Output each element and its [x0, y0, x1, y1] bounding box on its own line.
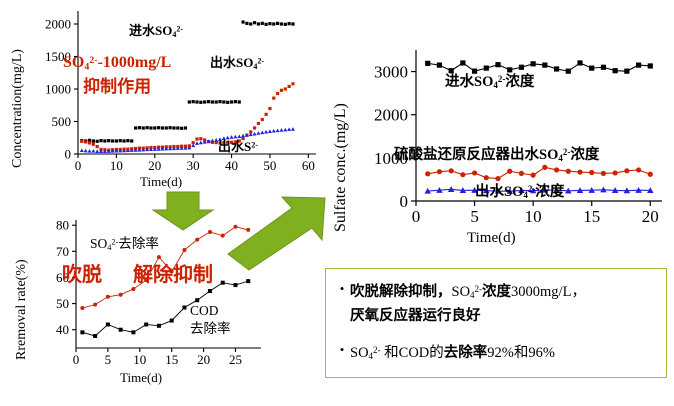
- bottom-left-annotation-blowoff: 吹脱: [62, 264, 102, 286]
- svg-text:20: 20: [197, 352, 210, 367]
- svg-text:15: 15: [583, 207, 600, 226]
- svg-text:10: 10: [110, 158, 123, 173]
- svg-text:5: 5: [105, 352, 112, 367]
- diagonal-up-right-arrow: [227, 196, 326, 271]
- svg-text:0: 0: [65, 147, 72, 162]
- bullet-glyph: •: [339, 281, 345, 296]
- top-left-annotation-effluent-s2: 出水S2-: [218, 139, 258, 154]
- bottom-left-chart-plot: 0 5 10 15 20 25 40 50 60 70 80: [56, 218, 261, 367]
- top-left-annotation-influent-so4: 进水SO42-: [129, 23, 184, 39]
- svg-text:2000: 2000: [45, 17, 71, 32]
- svg-text:30: 30: [187, 158, 200, 173]
- svg-text:1000: 1000: [374, 149, 408, 168]
- callout-bullet-1-text: 吹脱解除抑制，SO42-浓度3000mg/L， 厌氧反应器运行良好: [350, 283, 586, 324]
- callout-bullet-2-text: SO42- 和COD的去除率92%和96%: [350, 344, 555, 361]
- svg-text:0: 0: [75, 158, 82, 173]
- svg-text:80: 80: [56, 218, 69, 233]
- right-chart-annotation-effluent: 出水SO42-浓度: [475, 184, 565, 201]
- svg-text:50: 50: [56, 296, 69, 311]
- svg-text:0: 0: [73, 352, 80, 367]
- svg-text:40: 40: [225, 158, 238, 173]
- svg-text:20: 20: [148, 158, 161, 173]
- right-chart-annotation-influent: 进水SO42-浓度: [445, 74, 535, 91]
- svg-text:60: 60: [302, 158, 315, 173]
- top-left-annotation-inhibition: SO42--1000mg/L 抑制作用: [63, 54, 172, 96]
- bottom-left-annotation-release-inhibition: 解除抑制: [133, 264, 213, 286]
- right-chart-annotation-sulfate-reducer-effluent: 硫酸盐还原反应器出水SO42-浓度: [394, 147, 600, 164]
- right-chart-plot: 0 5 10 15 20 0 1000 2000 3000: [374, 50, 662, 226]
- callout-bullet-2: • SO42- 和COD的去除率92%和96%: [334, 340, 654, 367]
- bottom-left-annotation-so4-removal: SO42-去除率: [90, 236, 159, 253]
- down-arrow: [151, 191, 215, 231]
- top-left-chart-xlabel: Time(d): [140, 174, 183, 189]
- bottom-left-annotation-cod-removal: COD 去除率: [190, 303, 231, 336]
- svg-text:25: 25: [229, 352, 242, 367]
- svg-text:0: 0: [412, 207, 421, 226]
- top-left-annotation-effluent-so4: 出水SO42-: [210, 55, 265, 71]
- svg-text:0: 0: [400, 192, 409, 211]
- svg-text:60: 60: [56, 270, 69, 285]
- top-left-chart-plot: 0 10 20 30 40 50 60 0 500 1000 1500 2000: [45, 11, 316, 173]
- svg-text:50: 50: [263, 158, 276, 173]
- svg-text:2000: 2000: [374, 106, 408, 125]
- svg-text:10: 10: [133, 352, 146, 367]
- svg-text:20: 20: [642, 207, 659, 226]
- bottom-left-chart: Rremoval rate(%) Time(d) 0 5 10 15 20 25 40 50 6…: [0, 210, 330, 406]
- svg-text:15: 15: [165, 352, 178, 367]
- summary-callout-box: • 吹脱解除抑制，SO42-浓度3000mg/L， 厌氧反应器运行良好 • SO…: [325, 268, 667, 378]
- callout-bullet-1: • 吹脱解除抑制，SO42-浓度3000mg/L， 厌氧反应器运行良好: [334, 279, 654, 327]
- top-left-chart: Concentration(mg/L) Time(d) 0 10 20 30 40 50 6…: [0, 0, 330, 200]
- right-chart: Sulfate conc.(mg/L) Time(d) 0 5 10 15 20 0 100…: [320, 18, 674, 258]
- bottom-left-chart-xlabel: Time(d): [120, 370, 163, 385]
- svg-text:500: 500: [52, 114, 72, 129]
- svg-text:70: 70: [56, 244, 69, 259]
- svg-text:1500: 1500: [45, 49, 71, 64]
- right-chart-xlabel: Time(d): [467, 230, 516, 246]
- svg-text:10: 10: [525, 207, 542, 226]
- svg-text:40: 40: [56, 322, 69, 337]
- svg-text:5: 5: [470, 207, 479, 226]
- svg-text:1000: 1000: [45, 82, 71, 97]
- top-left-chart-ylabel: Concentration(mg/L): [10, 49, 25, 168]
- svg-text:3000: 3000: [374, 63, 408, 82]
- bullet-glyph: •: [339, 342, 345, 357]
